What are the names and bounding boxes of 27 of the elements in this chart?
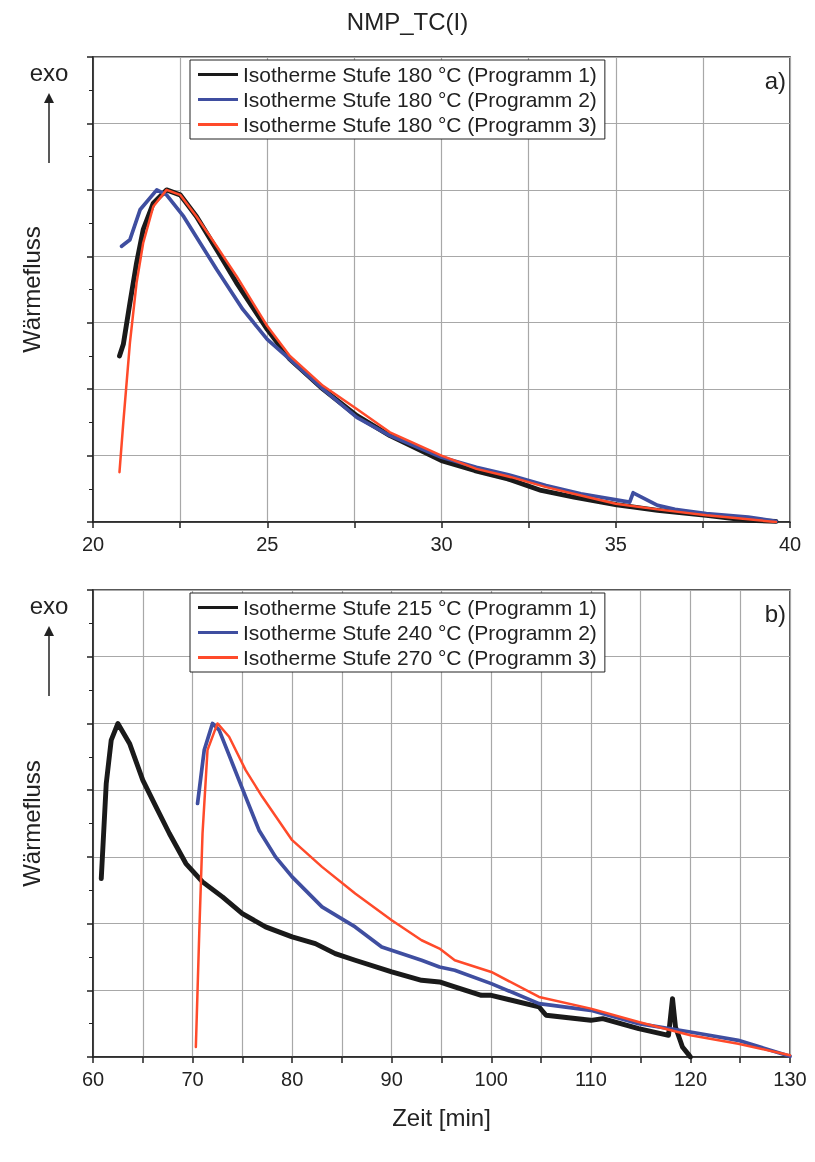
x-tick-label: 100 xyxy=(474,1068,508,1090)
y-axis-title: Wärmefluss xyxy=(17,226,45,353)
legend-label: Isotherme Stufe 180 °C (Programm 1) xyxy=(243,63,597,86)
text: a) xyxy=(764,67,786,95)
x-tick-label: 40 xyxy=(778,533,802,555)
text: exo xyxy=(28,592,70,620)
x-tick-label: 110 xyxy=(574,1068,607,1090)
legend-label: Isotherme Stufe 180 °C (Programm 2) xyxy=(243,88,597,111)
legend-label: Isotherme Stufe 270 °C (Programm 3) xyxy=(243,646,597,669)
x-tick-label: 80 xyxy=(281,1068,304,1090)
x-tick-label: 60 xyxy=(81,1068,105,1090)
x-tick-label: 20 xyxy=(81,533,105,555)
legend-label: Isotherme Stufe 180 °C (Programm 3) xyxy=(243,113,597,136)
x-tick-label: 90 xyxy=(380,1068,403,1090)
text: b) xyxy=(764,600,786,628)
legend-label: Isotherme Stufe 240 °C (Programm 2) xyxy=(243,621,597,644)
x-tick-label: 130 xyxy=(773,1068,807,1090)
chart-title: NMP_TC(I) xyxy=(345,8,470,36)
legend-label: Isotherme Stufe 215 °C (Programm 1) xyxy=(243,596,597,619)
x-tick-label: 30 xyxy=(430,533,453,555)
x-tick-label: 120 xyxy=(673,1068,708,1090)
x-tick-label: 25 xyxy=(256,533,279,555)
x-tick-label: 35 xyxy=(604,533,627,555)
x-axis-title: Zeit [min] xyxy=(392,1103,491,1131)
text: exo xyxy=(28,59,70,87)
y-axis-title: Wärmefluss xyxy=(17,760,45,887)
x-tick-label: 70 xyxy=(181,1068,204,1090)
